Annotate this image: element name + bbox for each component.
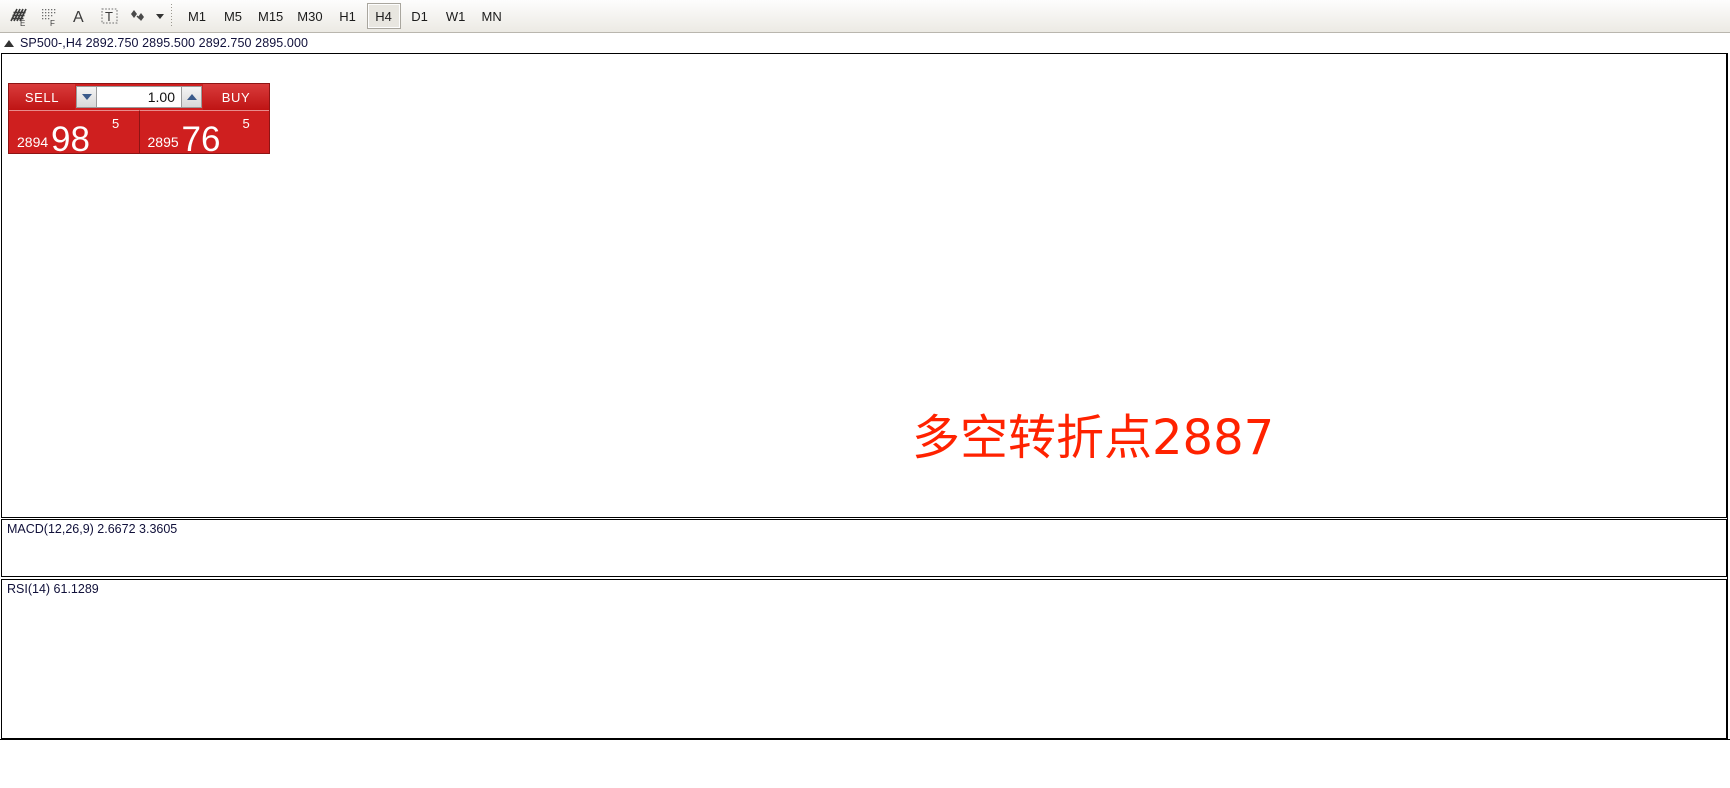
chevron-up-icon	[186, 94, 197, 100]
svg-text:E: E	[20, 19, 25, 27]
text-label-icon[interactable]: A	[64, 2, 94, 30]
timeframe-w1[interactable]: W1	[445, 8, 466, 24]
collapse-triangle-icon[interactable]	[4, 39, 14, 47]
rsi-pane[interactable]: RSI(14) 61.1289	[1, 579, 1727, 739]
sell-price-integer: 2894	[17, 134, 49, 150]
time-axis-rule	[0, 739, 1730, 740]
timeframe-m5[interactable]: M5	[223, 8, 243, 24]
rsi-title: RSI(14) 61.1289	[7, 582, 99, 596]
timeframe-group: M1 M5 M15 M30 H1 H4 D1 W1 MN	[179, 3, 510, 29]
volume-input[interactable]: 1.00	[97, 86, 181, 108]
macd-pane[interactable]: MACD(12,26,9) 2.6672 3.3605	[1, 519, 1727, 577]
buy-price-integer: 2895	[147, 134, 179, 150]
timeframe-mn[interactable]: MN	[481, 8, 502, 24]
volume-increase-button[interactable]	[181, 86, 202, 108]
chevron-down-icon	[81, 94, 92, 100]
timeframe-m15[interactable]: M15	[258, 8, 284, 24]
timeframe-m30[interactable]: M30	[297, 8, 323, 24]
buy-price-fraction: 5	[242, 116, 250, 131]
volume-decrease-button[interactable]	[76, 86, 97, 108]
symbol-info-bar: SP500-,H4 2892.750 2895.500 2892.750 289…	[0, 33, 1730, 53]
macd-title: MACD(12,26,9) 2.6672 3.3605	[7, 522, 178, 536]
one-click-trading-panel[interactable]: SELL 1.00 BUY 2894 98 5 2895 76 5	[8, 83, 270, 157]
sell-price-main: 98	[51, 120, 90, 159]
timeframe-h4[interactable]: H4	[366, 3, 401, 29]
timeframe-d1[interactable]: D1	[411, 8, 428, 24]
trade-panel-top-row: SELL 1.00 BUY	[9, 84, 269, 110]
objects-icon[interactable]	[124, 2, 154, 30]
indicators-icon[interactable]: E	[4, 2, 34, 30]
sell-quote[interactable]: 2894 98 5	[9, 110, 139, 157]
crosshair-grid-icon[interactable]: F	[34, 2, 64, 30]
objects-dropdown-icon[interactable]	[156, 13, 164, 19]
trade-panel-quotes: 2894 98 5 2895 76 5	[9, 110, 269, 157]
svg-text:A: A	[73, 9, 84, 26]
toolbar-separator	[171, 4, 172, 28]
svg-text:T: T	[105, 9, 113, 24]
volume-stepper[interactable]: 1.00	[76, 86, 202, 108]
svg-text:F: F	[50, 19, 55, 27]
macd-plot	[2, 520, 1726, 576]
sell-button[interactable]: SELL	[9, 84, 75, 110]
timeframe-h1[interactable]: H1	[339, 8, 356, 24]
time-axis[interactable]	[0, 739, 1730, 788]
symbol-ohlc-text: SP500-,H4 2892.750 2895.500 2892.750 289…	[20, 36, 309, 50]
main-toolbar: E F A	[0, 0, 1730, 33]
buy-button[interactable]: BUY	[203, 84, 269, 110]
sell-price-fraction: 5	[112, 116, 120, 131]
trading-terminal-window: E F A	[0, 0, 1730, 755]
price-axis-divider	[1727, 53, 1728, 739]
text-box-icon[interactable]: T	[94, 2, 124, 30]
buy-quote[interactable]: 2895 76 5	[138, 110, 269, 157]
timeframe-m1[interactable]: M1	[187, 8, 207, 24]
buy-price-main: 76	[181, 120, 221, 159]
price-pane[interactable]	[1, 53, 1727, 518]
rsi-plot	[2, 580, 1726, 738]
chart-annotation: 多空转折点2887	[912, 410, 1275, 466]
chart-area: SP500-,H4 2892.750 2895.500 2892.750 289…	[0, 33, 1730, 755]
